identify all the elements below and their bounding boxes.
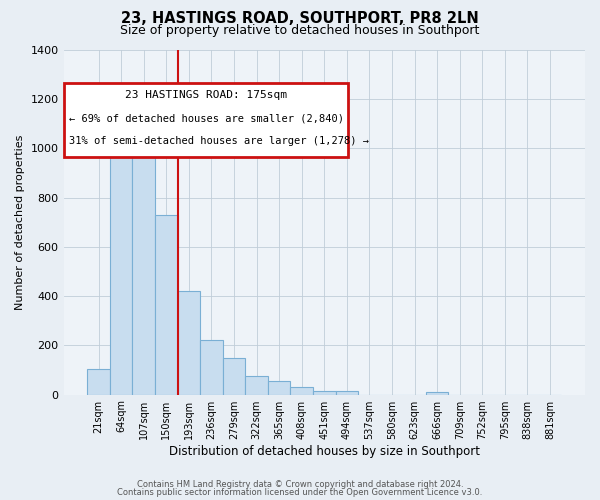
Bar	[335, 391, 358, 394]
Bar	[268, 381, 290, 394]
Text: Size of property relative to detached houses in Southport: Size of property relative to detached ho…	[121, 24, 479, 37]
Bar	[223, 358, 245, 395]
Text: Contains HM Land Registry data © Crown copyright and database right 2024.: Contains HM Land Registry data © Crown c…	[137, 480, 463, 489]
Bar	[200, 340, 223, 394]
Text: 23 HASTINGS ROAD: 175sqm: 23 HASTINGS ROAD: 175sqm	[125, 90, 287, 100]
X-axis label: Distribution of detached houses by size in Southport: Distribution of detached houses by size …	[169, 444, 480, 458]
Text: 23, HASTINGS ROAD, SOUTHPORT, PR8 2LN: 23, HASTINGS ROAD, SOUTHPORT, PR8 2LN	[121, 11, 479, 26]
Bar	[155, 215, 178, 394]
Bar	[290, 387, 313, 394]
Text: 31% of semi-detached houses are larger (1,278) →: 31% of semi-detached houses are larger (…	[69, 136, 369, 146]
Bar	[245, 376, 268, 394]
FancyBboxPatch shape	[64, 82, 348, 157]
Bar	[313, 391, 335, 394]
Y-axis label: Number of detached properties: Number of detached properties	[15, 134, 25, 310]
Bar	[110, 109, 133, 395]
Bar	[87, 368, 110, 394]
Bar	[133, 109, 155, 395]
Text: Contains public sector information licensed under the Open Government Licence v3: Contains public sector information licen…	[118, 488, 482, 497]
Text: ← 69% of detached houses are smaller (2,840): ← 69% of detached houses are smaller (2,…	[69, 114, 344, 124]
Bar	[178, 291, 200, 395]
Bar	[426, 392, 448, 394]
